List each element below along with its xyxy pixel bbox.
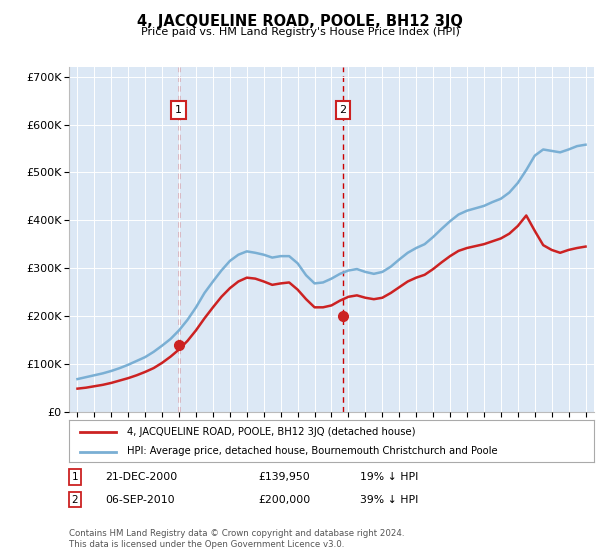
Text: 4, JACQUELINE ROAD, POOLE, BH12 3JQ (detached house): 4, JACQUELINE ROAD, POOLE, BH12 3JQ (det…	[127, 427, 415, 437]
Text: £139,950: £139,950	[258, 472, 310, 482]
Text: HPI: Average price, detached house, Bournemouth Christchurch and Poole: HPI: Average price, detached house, Bour…	[127, 446, 497, 456]
Text: 2: 2	[340, 105, 347, 115]
Text: Price paid vs. HM Land Registry's House Price Index (HPI): Price paid vs. HM Land Registry's House …	[140, 27, 460, 37]
Text: 39% ↓ HPI: 39% ↓ HPI	[360, 494, 418, 505]
Text: 4, JACQUELINE ROAD, POOLE, BH12 3JQ: 4, JACQUELINE ROAD, POOLE, BH12 3JQ	[137, 14, 463, 29]
Text: £200,000: £200,000	[258, 494, 310, 505]
Text: 1: 1	[71, 472, 79, 482]
Text: Contains HM Land Registry data © Crown copyright and database right 2024.: Contains HM Land Registry data © Crown c…	[69, 529, 404, 538]
Text: 21-DEC-2000: 21-DEC-2000	[105, 472, 177, 482]
Text: 1: 1	[175, 105, 182, 115]
Text: 19% ↓ HPI: 19% ↓ HPI	[360, 472, 418, 482]
Text: 06-SEP-2010: 06-SEP-2010	[105, 494, 175, 505]
Text: 2: 2	[71, 494, 79, 505]
Text: This data is licensed under the Open Government Licence v3.0.: This data is licensed under the Open Gov…	[69, 540, 344, 549]
